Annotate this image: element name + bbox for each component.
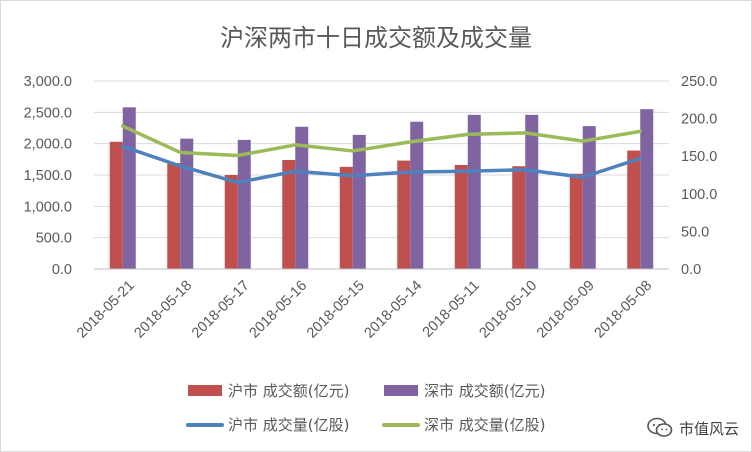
bar (180, 138, 194, 269)
x-tick-label: 2018-05-08 (591, 278, 655, 342)
x-tick-label: 2018-05-21 (74, 278, 138, 342)
y-left-tick-label: 0.0 (52, 262, 72, 278)
bar (237, 139, 251, 269)
legend-label: 深市 成交量(亿股) (424, 416, 545, 434)
bar (569, 173, 583, 269)
watermark: 市值风云 (647, 417, 739, 439)
legend-label: 深市 成交额(亿元) (424, 382, 545, 400)
y-left-tick-label: 500.0 (36, 231, 72, 247)
bar (410, 121, 424, 269)
x-tick-label: 2018-05-17 (189, 278, 253, 342)
series-line (121, 124, 642, 158)
x-tick-label: 2018-05-15 (304, 278, 368, 342)
y-axis-right: 0.0 50.0 100.0 150.0 200.0 250.0 (681, 74, 717, 278)
x-tick-label: 2018-05-16 (246, 278, 310, 342)
lines (121, 124, 642, 185)
y-left-tick-label: 1,000.0 (24, 199, 72, 215)
y-right-tick-label: 50.0 (681, 224, 709, 240)
bar (397, 160, 411, 269)
y-left-tick-label: 2,500.0 (24, 105, 72, 121)
bar (582, 126, 596, 270)
legend: 沪市 成交额(亿元) 深市 成交额(亿元) 沪市 成交量(亿股) 深市 成交量(亿股) (186, 382, 545, 434)
bar (224, 175, 238, 269)
bar (109, 141, 123, 269)
bar (454, 164, 468, 269)
y-right-tick-label: 250.0 (681, 74, 717, 90)
legend-swatch (384, 385, 418, 396)
x-tick-label: 2018-05-14 (361, 278, 425, 342)
bar (525, 114, 539, 269)
wechat-icon (647, 417, 673, 437)
watermark-text: 市值风云 (678, 419, 739, 438)
legend-swatch (188, 385, 222, 396)
x-tick-label: 2018-05-10 (476, 278, 540, 342)
bars (109, 107, 654, 270)
bar (467, 114, 481, 269)
y-right-tick-label: 100.0 (681, 187, 717, 203)
bar (167, 163, 181, 269)
y-right-tick-label: 0.0 (681, 262, 701, 278)
y-left-tick-label: 3,000.0 (24, 74, 72, 90)
bar (339, 166, 353, 269)
bar (295, 126, 309, 269)
chart-title: 沪深两市十日成交额及成交量 (220, 24, 532, 52)
x-tick-label: 2018-05-11 (420, 278, 483, 341)
bar (627, 150, 641, 269)
legend-label: 沪市 成交量(亿股) (228, 416, 349, 434)
bar (512, 166, 526, 269)
bar (352, 134, 366, 269)
x-tick-label: 2018-05-18 (131, 278, 195, 342)
x-axis: 2018-05-212018-05-182018-05-172018-05-16… (74, 278, 655, 342)
y-right-tick-label: 150.0 (681, 149, 717, 165)
y-axis-left: 0.0 500.0 1,000.0 1,500.0 2,000.0 2,500.0 3,00… (24, 74, 72, 278)
bar (640, 109, 654, 269)
x-tick-label: 2018-05-09 (534, 278, 598, 342)
y-right-tick-label: 200.0 (681, 112, 717, 128)
bar (282, 159, 296, 269)
y-left-tick-label: 2,000.0 (24, 137, 72, 153)
y-left-tick-label: 1,500.0 (24, 168, 72, 184)
legend-label: 沪市 成交额(亿元) (228, 382, 349, 400)
series-line (121, 144, 642, 185)
